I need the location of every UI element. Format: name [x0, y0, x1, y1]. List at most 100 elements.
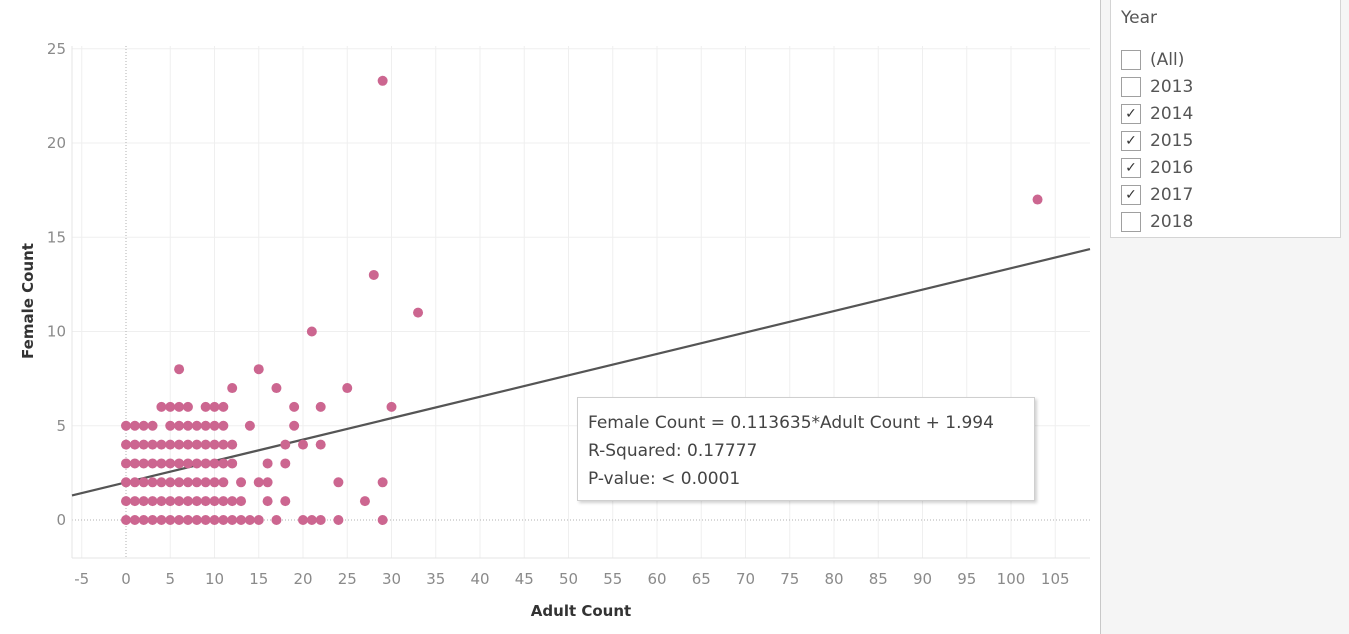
- data-point[interactable]: [218, 420, 229, 431]
- data-point[interactable]: [174, 401, 185, 412]
- data-point[interactable]: [138, 496, 149, 507]
- data-point[interactable]: [182, 401, 193, 412]
- data-point[interactable]: [209, 496, 220, 507]
- data-point[interactable]: [236, 496, 247, 507]
- data-point[interactable]: [280, 439, 291, 450]
- data-point[interactable]: [306, 326, 317, 337]
- data-point[interactable]: [191, 477, 202, 488]
- data-point[interactable]: [209, 477, 220, 488]
- data-point[interactable]: [174, 364, 185, 375]
- data-point[interactable]: [218, 515, 229, 525]
- data-point[interactable]: [165, 496, 176, 507]
- data-point[interactable]: [182, 420, 193, 431]
- data-point[interactable]: [298, 515, 308, 525]
- data-point[interactable]: [315, 515, 326, 525]
- data-point[interactable]: [165, 401, 176, 412]
- data-point[interactable]: [174, 439, 185, 450]
- data-point[interactable]: [298, 439, 308, 450]
- data-point[interactable]: [200, 477, 211, 488]
- data-point[interactable]: [218, 458, 229, 469]
- data-point[interactable]: [262, 477, 273, 488]
- data-point[interactable]: [377, 477, 388, 488]
- data-point[interactable]: [138, 439, 149, 450]
- data-point[interactable]: [200, 439, 211, 450]
- data-point[interactable]: [209, 420, 220, 431]
- data-point[interactable]: [253, 515, 264, 525]
- data-point[interactable]: [218, 401, 229, 412]
- data-point[interactable]: [156, 477, 167, 488]
- data-point[interactable]: [262, 496, 273, 507]
- data-point[interactable]: [165, 515, 176, 525]
- data-point[interactable]: [1032, 194, 1043, 205]
- data-point[interactable]: [138, 477, 149, 488]
- data-point[interactable]: [333, 515, 344, 525]
- data-point[interactable]: [227, 458, 238, 469]
- data-point[interactable]: [156, 439, 167, 450]
- filter-item[interactable]: ✓ 2015: [1121, 127, 1193, 154]
- data-point[interactable]: [377, 75, 388, 86]
- data-point[interactable]: [182, 477, 193, 488]
- data-point[interactable]: [121, 458, 131, 469]
- data-point[interactable]: [377, 515, 388, 525]
- data-point[interactable]: [138, 420, 149, 431]
- data-point[interactable]: [209, 458, 220, 469]
- data-point[interactable]: [262, 458, 273, 469]
- data-point[interactable]: [191, 420, 202, 431]
- data-point[interactable]: [271, 515, 282, 525]
- data-point[interactable]: [174, 458, 185, 469]
- data-point[interactable]: [289, 401, 300, 412]
- data-point[interactable]: [227, 496, 238, 507]
- data-point[interactable]: [244, 515, 255, 525]
- data-point[interactable]: [200, 401, 211, 412]
- filter-item[interactable]: 2018: [1121, 208, 1193, 235]
- data-point[interactable]: [147, 496, 158, 507]
- data-point[interactable]: [386, 401, 397, 412]
- data-point[interactable]: [359, 496, 370, 507]
- data-point[interactable]: [191, 515, 202, 525]
- data-point[interactable]: [227, 439, 238, 450]
- data-point[interactable]: [156, 496, 167, 507]
- data-point[interactable]: [342, 383, 353, 394]
- data-point[interactable]: [200, 458, 211, 469]
- data-point[interactable]: [315, 439, 326, 450]
- data-point[interactable]: [165, 458, 176, 469]
- data-point[interactable]: [209, 401, 220, 412]
- data-point[interactable]: [200, 420, 211, 431]
- data-point[interactable]: [156, 458, 167, 469]
- data-point[interactable]: [306, 515, 317, 525]
- filter-item[interactable]: ✓ 2014: [1121, 100, 1193, 127]
- filter-checkbox[interactable]: [1121, 49, 1141, 70]
- data-point[interactable]: [129, 439, 140, 450]
- filter-checkbox[interactable]: ✓: [1121, 157, 1141, 178]
- filter-checkbox[interactable]: ✓: [1121, 184, 1141, 205]
- data-point[interactable]: [253, 477, 264, 488]
- data-point[interactable]: [121, 439, 131, 450]
- data-point[interactable]: [121, 515, 131, 525]
- data-point[interactable]: [368, 269, 379, 280]
- data-point[interactable]: [218, 477, 229, 488]
- data-point[interactable]: [253, 364, 264, 375]
- data-point[interactable]: [174, 477, 185, 488]
- data-point[interactable]: [147, 477, 158, 488]
- data-point[interactable]: [129, 496, 140, 507]
- data-point[interactable]: [227, 383, 238, 394]
- data-point[interactable]: [315, 401, 326, 412]
- data-point[interactable]: [289, 420, 300, 431]
- data-point[interactable]: [129, 515, 140, 525]
- data-point[interactable]: [218, 496, 229, 507]
- data-point[interactable]: [333, 477, 344, 488]
- filter-item[interactable]: 2013: [1121, 73, 1193, 100]
- data-point[interactable]: [165, 477, 176, 488]
- data-point[interactable]: [121, 477, 131, 488]
- data-point[interactable]: [147, 458, 158, 469]
- data-point[interactable]: [138, 515, 149, 525]
- data-point[interactable]: [156, 515, 167, 525]
- filter-item[interactable]: ✓ 2016: [1121, 154, 1193, 181]
- data-point[interactable]: [209, 439, 220, 450]
- data-point[interactable]: [227, 515, 238, 525]
- filter-checkbox[interactable]: [1121, 211, 1141, 232]
- data-point[interactable]: [156, 401, 167, 412]
- data-point[interactable]: [147, 515, 158, 525]
- data-point[interactable]: [182, 515, 193, 525]
- data-point[interactable]: [236, 515, 247, 525]
